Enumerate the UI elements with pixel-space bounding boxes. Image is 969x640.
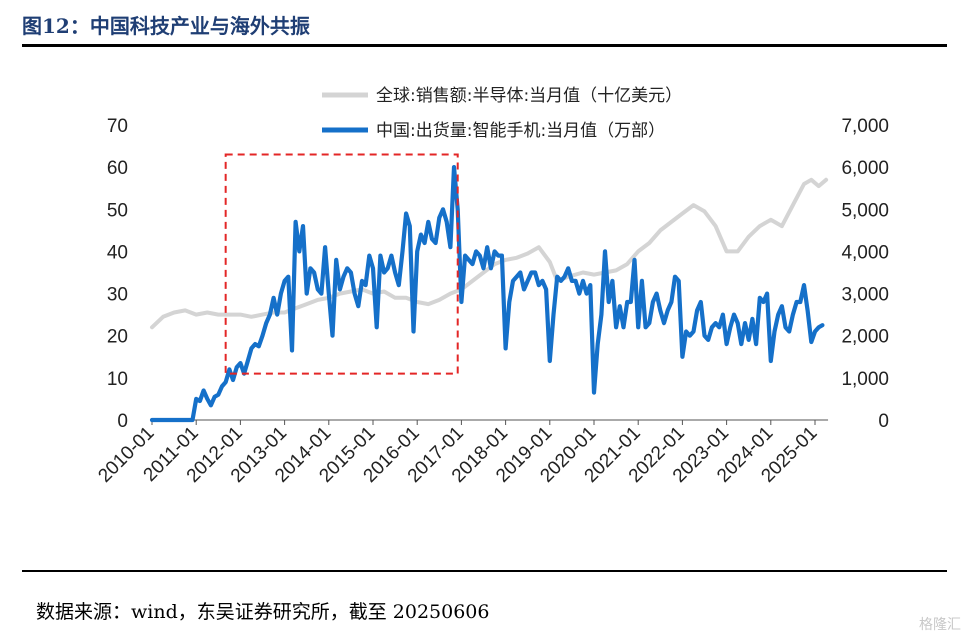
y-left-tick-label: 10 (107, 369, 128, 390)
legend: 全球:销售额:半导体:当月值（十亿美元） 中国:出货量:智能手机:当月值（万部） (322, 86, 682, 141)
y-left-tick-label: 40 (107, 242, 128, 263)
series-line-global-semiconductor-sales (150, 177, 829, 330)
series-line-china-smartphone-shipments (149, 165, 825, 423)
y-right-tick-label: 5,000 (841, 200, 889, 221)
y-right-tick-label: 7,000 (841, 116, 889, 137)
y-left-tick-label: 70 (107, 116, 128, 137)
y-right-tick-label: 0 (878, 411, 889, 432)
top-rule (22, 44, 947, 47)
y-right-tick-label: 2,000 (841, 327, 889, 348)
y-left-tick-label: 0 (117, 411, 128, 432)
y-right-tick-label: 6,000 (841, 158, 889, 179)
y-left-tick-label: 30 (107, 285, 128, 306)
watermark: 格隆汇 (919, 617, 961, 633)
series-layer (149, 165, 829, 423)
page-title: 图12：中国科技产业与海外共振 (22, 14, 310, 38)
y-right-tick-label: 4,000 (841, 242, 889, 263)
legend-label-global: 全球:销售额:半导体:当月值（十亿美元） (376, 86, 682, 106)
highlight-box (224, 153, 459, 375)
y-left-tick-label: 60 (107, 158, 128, 179)
y-right-tick-label: 3,000 (841, 285, 889, 306)
chart: 全球:销售额:半导体:当月值（十亿美元） 中国:出货量:智能手机:当月值（万部）… (94, 86, 889, 487)
y-left-tick-label: 50 (107, 200, 128, 221)
axes: 0 10 20 30 40 50 60 70 0 1,000 2,000 3,000 4,000 5,00… (94, 116, 889, 487)
y-left-tick-label: 20 (107, 327, 128, 348)
legend-label-china: 中国:出货量:智能手机:当月值（万部） (376, 121, 665, 141)
source-note: 数据来源：wind，东吴证券研究所，截至 20250606 (36, 601, 490, 623)
bottom-rule (22, 570, 947, 572)
y-right-tick-label: 1,000 (841, 369, 889, 390)
